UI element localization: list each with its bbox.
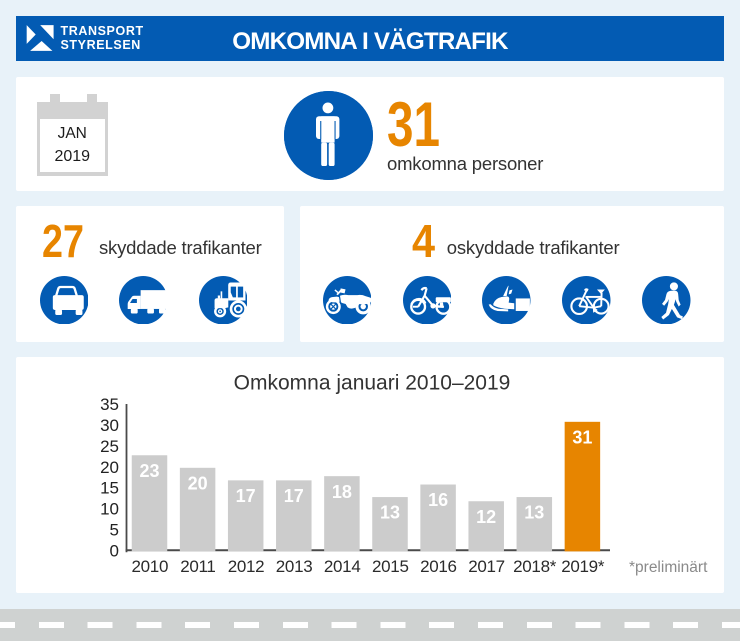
svg-text:2011: 2011 <box>180 557 215 576</box>
svg-text:2019*: 2019* <box>561 557 605 576</box>
svg-text:13: 13 <box>524 503 544 523</box>
svg-text:35: 35 <box>100 395 119 414</box>
svg-text:20: 20 <box>100 458 119 477</box>
svg-text:2015: 2015 <box>372 557 409 576</box>
svg-text:13: 13 <box>380 503 400 523</box>
svg-text:2018*: 2018* <box>513 557 557 576</box>
svg-text:0: 0 <box>110 541 119 560</box>
svg-text:12: 12 <box>476 507 496 527</box>
svg-text:5: 5 <box>110 521 119 540</box>
svg-text:17: 17 <box>236 486 256 506</box>
svg-text:*preliminärt: *preliminärt <box>629 559 708 576</box>
svg-text:2014: 2014 <box>324 557 361 576</box>
svg-text:2010: 2010 <box>131 557 168 576</box>
svg-text:2016: 2016 <box>420 557 457 576</box>
svg-text:10: 10 <box>100 500 119 519</box>
svg-text:Omkomna januari 2010–2019: Omkomna januari 2010–2019 <box>234 372 511 395</box>
svg-text:15: 15 <box>100 479 119 498</box>
svg-text:20: 20 <box>188 473 208 493</box>
svg-text:23: 23 <box>139 461 159 481</box>
svg-text:16: 16 <box>428 490 448 510</box>
svg-text:18: 18 <box>332 482 352 502</box>
svg-text:30: 30 <box>100 416 119 435</box>
svg-text:31: 31 <box>572 427 592 447</box>
svg-text:2012: 2012 <box>228 557 265 576</box>
svg-text:17: 17 <box>284 486 304 506</box>
svg-text:25: 25 <box>100 437 119 456</box>
svg-text:2017: 2017 <box>468 557 505 576</box>
svg-text:2013: 2013 <box>276 557 313 576</box>
